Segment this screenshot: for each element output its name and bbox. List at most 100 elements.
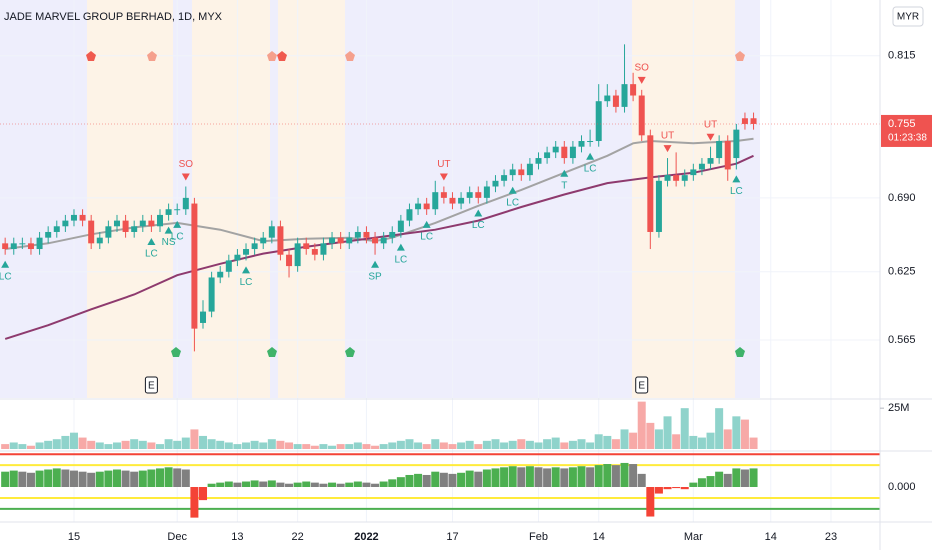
bg-band (87, 0, 173, 398)
oscillator-bar (534, 467, 543, 487)
signal-arrow (422, 220, 431, 228)
signal-label: LC (171, 232, 184, 243)
signal-arrow (242, 266, 251, 274)
signal-label: LC (394, 254, 407, 265)
candle-body (733, 129, 740, 159)
candle-body (148, 220, 155, 227)
volume-bar (396, 440, 405, 449)
session-backgrounds (0, 0, 760, 398)
candle-body (320, 243, 327, 255)
x-tick-label: 14 (765, 531, 777, 543)
candle-body (544, 152, 551, 159)
oscillator-bar (285, 483, 294, 487)
oscillator-bar (594, 465, 603, 487)
oscillator-bar (543, 468, 552, 487)
x-tick-label: 22 (292, 531, 304, 543)
event-label: E (148, 381, 155, 392)
volume-bar (190, 429, 199, 449)
oscillator-bar (250, 480, 259, 487)
bg-band (735, 0, 760, 398)
oscillator-bar (723, 473, 732, 487)
oscillator-bar (500, 467, 509, 487)
volume-bar (164, 439, 173, 449)
oscillator-bar (302, 481, 311, 487)
volume-bar (199, 435, 208, 449)
candle-body (105, 226, 112, 238)
event-box (144, 376, 158, 394)
oscillator-bar (138, 470, 147, 487)
candle-body (36, 237, 43, 250)
oscillator-bar (482, 469, 491, 487)
candle-body (647, 135, 654, 232)
volume-bar (302, 444, 311, 449)
oscillator-bar (69, 470, 78, 487)
volume-bar (328, 445, 337, 449)
oscillator-bar (491, 468, 500, 487)
oscillator-bar (35, 470, 44, 487)
oscillator-bar (199, 487, 208, 501)
grid (0, 0, 880, 522)
volume-bar (672, 434, 681, 449)
signal-label: LC (506, 197, 519, 208)
candle-body (655, 180, 662, 232)
x-tick-label: 14 (593, 531, 605, 543)
candle-body (165, 209, 172, 215)
oscillator-bar (697, 478, 706, 487)
candle-body (621, 84, 628, 107)
candle-body (363, 231, 370, 238)
oscillator-bar (78, 471, 87, 487)
oscillator-bar (654, 487, 663, 494)
candle-body (157, 214, 163, 227)
candle-body (346, 237, 353, 244)
volume-bar (715, 408, 724, 449)
candle-body (234, 254, 241, 261)
volume-bar (319, 444, 328, 449)
volume-bar (156, 444, 164, 449)
candle-body (561, 146, 568, 159)
oscillator-bar (18, 471, 27, 487)
currency-button[interactable] (892, 6, 924, 27)
x-tick-label: Mar (684, 531, 703, 543)
candle-body (397, 220, 404, 232)
signal-arrow (732, 175, 741, 183)
candle-body (707, 158, 714, 164)
y-tick-label: 0.690 (888, 192, 916, 204)
oscillator-bar (104, 470, 113, 487)
bg-band (0, 0, 87, 398)
candle-body (698, 163, 705, 170)
candle-body (88, 220, 95, 244)
volume-bar (250, 440, 259, 449)
oscillator-bar (224, 481, 233, 487)
candle-body (578, 141, 585, 147)
bg-band (278, 0, 345, 398)
oscillator-bar (732, 468, 741, 487)
volume-bar (663, 416, 672, 449)
candle-body (182, 197, 189, 210)
candle-body (260, 237, 267, 244)
volume-bar (216, 440, 225, 449)
bg-band (192, 0, 270, 398)
signal-label: T (561, 180, 567, 191)
candle-body (664, 175, 671, 181)
candle-body (690, 169, 697, 176)
oscillator-bar (207, 483, 216, 487)
signal-label: LC (472, 220, 485, 231)
signal-arrow (663, 145, 672, 153)
volume-bar (422, 444, 431, 449)
volume-bar (646, 422, 655, 449)
volume-bar (482, 440, 491, 449)
candle-body (225, 260, 232, 272)
candle-body (122, 220, 129, 232)
oscillator-bar (44, 469, 53, 487)
volume-bar (112, 442, 121, 449)
volume-bar (87, 440, 96, 449)
oscillator-bar (396, 477, 405, 487)
x-tick-label: 15 (68, 531, 80, 543)
oscillator-bar (173, 468, 182, 487)
currency-label[interactable]: MYR (897, 12, 919, 23)
volume-bar (18, 444, 27, 449)
symbol-title: JADE MARVEL GROUP BERHAD, 1D, MYX (4, 11, 223, 23)
